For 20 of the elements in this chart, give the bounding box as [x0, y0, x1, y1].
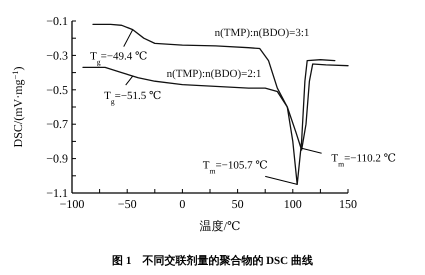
annotation: T$_{g}$=−51.5 ℃	[104, 90, 162, 106]
annotation: T$_{g}$=−49.4 ℃	[90, 50, 148, 66]
y-tick-label: −0.7	[46, 117, 68, 132]
y-tick-label: −0.5	[46, 82, 68, 97]
series-label: n(TMP):n(BDO)=3:1	[214, 27, 310, 39]
y-tick-label: −0.9	[46, 152, 68, 166]
x-tick-label: −100	[60, 197, 84, 211]
y-tick-label: −1.1	[46, 186, 68, 200]
text: 图 1 不同交联剂量的聚合物的 DSC 曲线	[112, 254, 313, 267]
annotation: T$_{m}$=−105.7 ℃	[202, 159, 268, 175]
y-tick-label: −0.3	[46, 48, 68, 62]
y-tick-label: −0.1	[46, 14, 68, 28]
x-tick-label: 100	[284, 197, 302, 211]
x-axis-title: 温度/℃	[200, 219, 240, 233]
annotation: T$_{m}$=−110.2 ℃	[331, 152, 396, 168]
x-tick-label: 0	[179, 197, 186, 211]
x-tick-label: −50	[118, 197, 137, 211]
series-label: n(TMP):n(BDO)=2:1	[166, 68, 262, 80]
x-tick-label: 50	[232, 197, 244, 211]
x-tick-label: 150	[339, 197, 357, 211]
